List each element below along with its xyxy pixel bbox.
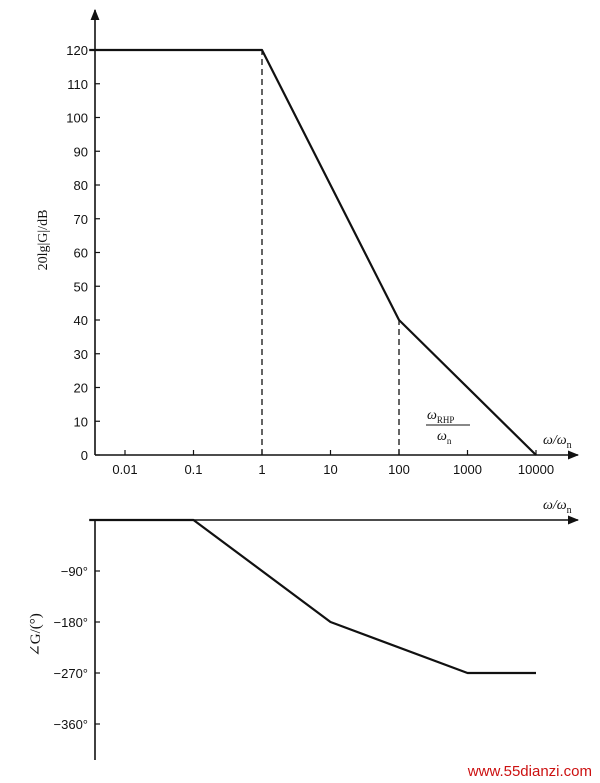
magnitude-y-tick-label: 60 [74,246,88,261]
magnitude-y-tick-label: 10 [74,414,88,429]
magnitude-y-ticks: 0 10 20 30 40 50 60 70 80 90 100 110 120 [66,43,100,463]
magnitude-x-tick-label: 100 [388,462,410,477]
phase-y-tick-label: −90° [61,564,88,579]
rhp-annotation: ωRHP ωn [426,408,470,446]
magnitude-x-tick-label: 1 [258,462,265,477]
magnitude-x-tick-label: 10 [323,462,337,477]
phase-y-axis-label: ∠G/(°) [28,613,44,657]
phase-asymptote-line [89,518,536,675]
magnitude-y-tick-label: 0 [81,448,88,463]
magnitude-y-axis-label: 20lg|G|/dB [36,210,51,271]
magnitude-y-tick-label: 70 [74,212,88,227]
magnitude-x-tick-label: 0.1 [184,462,202,477]
phase-series [89,518,536,675]
magnitude-x-tick-label: 1000 [453,462,482,477]
magnitude-y-tick-label: 30 [74,347,88,362]
magnitude-x-ticks: 0.01 0.1 1 10 100 1000 10000 [112,450,554,477]
rhp-annotation-denominator: ωn [437,429,452,446]
rhp-annotation-numerator: ωRHP [427,408,454,425]
magnitude-y-tick-label: 90 [74,144,88,159]
magnitude-series [89,48,537,456]
phase-y-tick-label: −360° [54,717,88,732]
magnitude-x-tick-label: 10000 [518,462,554,477]
magnitude-x-tick-label: 0.01 [112,462,137,477]
magnitude-asymptote-line [89,48,537,456]
magnitude-y-tick-label: 40 [74,313,88,328]
phase-y-tick-label: −180° [54,615,88,630]
phase-x-axis-label: ω/ωn [543,498,572,516]
magnitude-y-tick-label: 50 [74,279,88,294]
phase-y-ticks: −90° −180° −270° −360° [54,564,100,732]
phase-y-tick-label: −270° [54,666,88,681]
magnitude-y-tick-label: 20 [74,381,88,396]
phase-plot: −90° −180° −270° −360° ∠G/(°) ω/ωn [28,498,580,760]
magnitude-y-tick-label: 120 [66,43,88,58]
magnitude-y-tick-label: 100 [66,111,88,126]
magnitude-y-tick-label: 110 [67,77,88,92]
magnitude-x-axis-label: ω/ωn [543,433,572,451]
watermark: www.55dianzi.com [467,763,592,780]
magnitude-reference-lines [261,50,400,455]
magnitude-y-tick-label: 80 [74,178,88,193]
